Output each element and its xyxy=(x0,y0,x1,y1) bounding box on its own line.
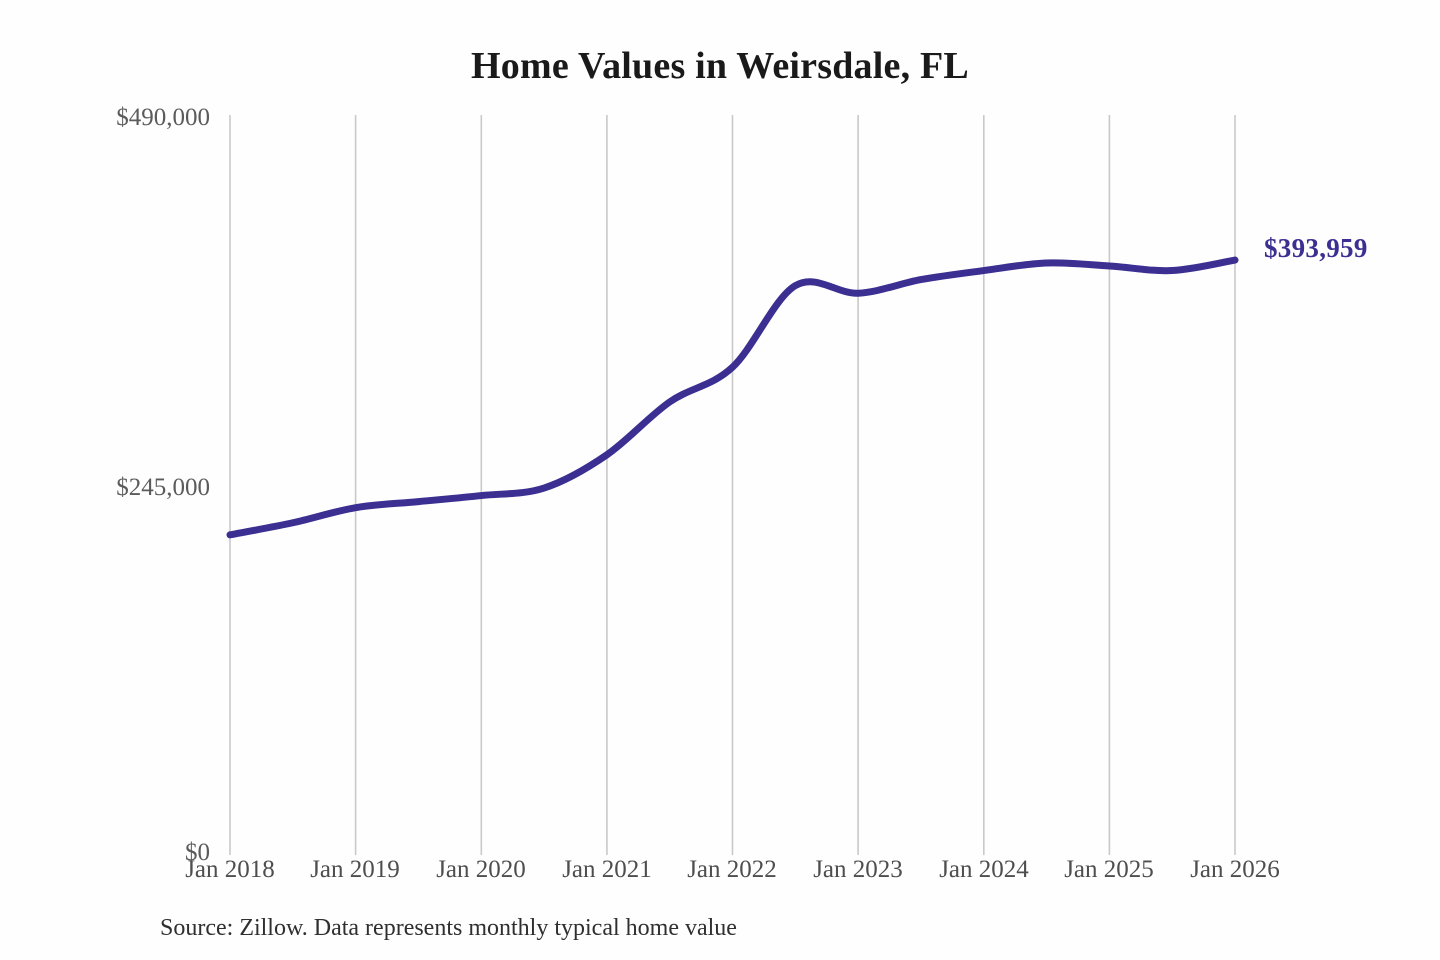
y-axis-tick-label-245000: $245,000 xyxy=(116,474,210,501)
y-axis-tick-label-490000: $490,000 xyxy=(116,104,210,131)
data-line-typical-home-value xyxy=(226,256,1239,539)
y-axis-tick-label-0: $0 xyxy=(185,839,210,866)
source-footnote: Source: Zillow. Data represents monthly … xyxy=(160,915,737,941)
plot-area xyxy=(226,115,1239,855)
x-axis-tick-label-jan-2019: Jan 2019 xyxy=(310,856,400,883)
x-axis-tick-label-jan-2025: Jan 2025 xyxy=(1064,856,1154,883)
x-axis-tick-label-jan-2021: Jan 2021 xyxy=(562,856,652,883)
x-axis-tick-label-jan-2022: Jan 2022 xyxy=(687,856,777,883)
x-axis-tick-label-jan-2024: Jan 2024 xyxy=(939,856,1029,883)
end-value-annotation: $393,959 xyxy=(1264,233,1368,263)
chart-title: Home Values in Weirsdale, FL xyxy=(471,45,969,87)
x-axis-tick-label-jan-2026: Jan 2026 xyxy=(1190,856,1280,883)
x-axis-tick-label-jan-2023: Jan 2023 xyxy=(813,856,903,883)
line-chart-svg xyxy=(226,115,1239,855)
x-axis-tick-label-jan-2020: Jan 2020 xyxy=(436,856,526,883)
x-axis-tick-label-jan-2018: Jan 2018 xyxy=(185,856,275,883)
gridlines xyxy=(229,115,1236,855)
